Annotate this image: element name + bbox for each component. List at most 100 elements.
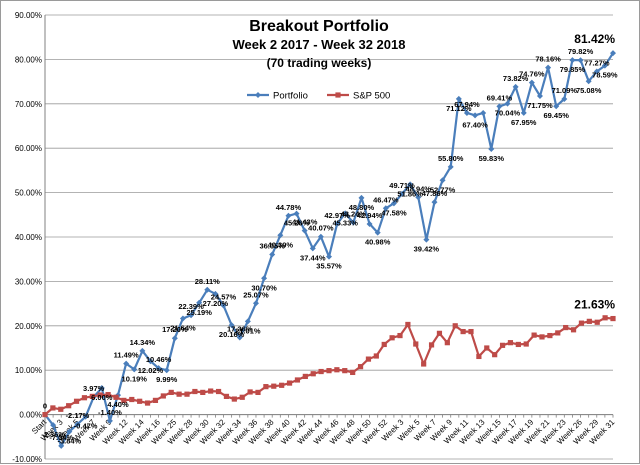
sp500-point — [610, 315, 616, 322]
portfolio-point — [463, 109, 470, 116]
portfolio-data-label: 71.12% — [446, 104, 472, 113]
sp500-end-label: 21.63% — [574, 298, 615, 312]
data-labels: 81.42% 21.63% 0 -2.36%-7.04%-3.84% -2.17% -0.… — [41, 32, 618, 446]
y-tick-label: 80.00% — [15, 55, 42, 64]
portfolio-point — [74, 421, 81, 428]
portfolio-point — [50, 422, 57, 429]
portfolio-point — [423, 236, 430, 243]
sp500-point — [389, 335, 395, 341]
portfolio-data-label: 20.16% — [219, 330, 245, 339]
sp500-point — [397, 332, 403, 339]
sp500-point — [168, 389, 174, 395]
portfolio-point — [610, 50, 616, 57]
y-tick-label: 0.00% — [19, 411, 42, 420]
portfolio-data-label: 30.70% — [251, 283, 277, 292]
portfolio-point — [545, 64, 552, 71]
portfolio-data-label: 70.04% — [495, 109, 521, 118]
portfolio-data-label: 37.44% — [300, 253, 326, 262]
legend-sp500-marker — [335, 92, 341, 98]
sp500-point — [271, 383, 277, 389]
portfolio-point — [179, 315, 186, 322]
sp500-point — [200, 389, 206, 395]
y-tick-label: -10.00% — [12, 455, 42, 464]
portfolio-data-label: 6.00% — [91, 393, 113, 402]
portfolio-data-label: 36.05% — [259, 242, 285, 251]
sp500-point — [208, 388, 214, 394]
portfolio-point — [188, 312, 195, 319]
portfolio-point — [390, 200, 397, 207]
portfolio-data-label: 17.20% — [162, 325, 188, 334]
sp500-point — [413, 341, 419, 347]
portfolio-point — [520, 109, 527, 116]
portfolio-data-label: 45.33% — [333, 218, 359, 227]
portfolio-data-label: -2.36% — [41, 430, 65, 439]
sp500-point — [578, 320, 585, 326]
y-tick-label: 90.00% — [15, 11, 42, 20]
sp500-point — [484, 345, 490, 351]
legend-portfolio-marker — [255, 92, 261, 98]
portfolio-point — [106, 417, 113, 424]
y-tick-label: 70.00% — [15, 100, 42, 109]
portfolio-point — [496, 103, 503, 110]
portfolio-data-label: 78.59% — [592, 71, 618, 80]
portfolio-data-label: 47.58% — [381, 208, 407, 217]
portfolio-point — [472, 112, 479, 119]
portfolio-point — [593, 68, 600, 75]
sp500-point — [239, 394, 245, 400]
portfolio-data-label: 40.98% — [365, 238, 391, 247]
portfolio-point — [326, 253, 332, 260]
sp500-point — [129, 396, 135, 403]
portfolio-point — [366, 220, 373, 227]
sp500-point — [73, 398, 80, 404]
sp500-point — [176, 391, 182, 397]
y-tick-label: 60.00% — [15, 144, 42, 153]
portfolio-data-label: 27.20% — [203, 299, 229, 308]
sp500-point — [586, 318, 592, 324]
sp500-point — [152, 397, 159, 403]
sp500-point — [421, 361, 427, 367]
portfolio-data-label: 69.41% — [487, 93, 513, 102]
portfolio-data-label: 49.71% — [389, 181, 415, 190]
portfolio-data-label: 12.02% — [138, 366, 164, 375]
portfolio-point — [171, 335, 178, 342]
portfolio-point — [374, 229, 381, 236]
title-line: Breakout Portfolio — [249, 18, 389, 35]
portfolio-point — [131, 366, 138, 373]
portfolio-point — [561, 95, 568, 102]
portfolio-data-label: 10.19% — [122, 374, 148, 383]
portfolio-data-label: 3.97% — [83, 384, 105, 393]
legend-sp500-label: S&P 500 — [353, 91, 390, 102]
y-tick-label: 40.00% — [15, 233, 42, 242]
portfolio-point — [399, 190, 406, 197]
portfolio-point — [123, 360, 130, 367]
portfolio-data-label: 25.19% — [186, 308, 212, 317]
sp500-point — [42, 412, 48, 418]
sp500-point — [570, 327, 577, 333]
sp500-point — [66, 403, 72, 409]
portfolio-data-label: 46.47% — [373, 195, 399, 204]
portfolio-line — [44, 52, 614, 447]
portfolio-data-label: 11.49% — [114, 351, 139, 360]
sp500-point — [302, 373, 308, 380]
portfolio-data-label: 59.83% — [479, 154, 505, 163]
portfolio-data-label: 40.07% — [308, 224, 334, 233]
portfolio-point — [488, 145, 495, 152]
portfolio-data-label: 71.09% — [552, 86, 578, 95]
portfolio-point — [350, 219, 357, 226]
portfolio-data-label: 10.46% — [146, 355, 172, 364]
portfolio-point — [269, 251, 276, 258]
sp500-point — [357, 364, 364, 370]
series-lines — [42, 50, 616, 449]
sp500-point — [105, 392, 111, 398]
portfolio-point — [512, 83, 519, 90]
y-tick-label: 10.00% — [15, 366, 42, 375]
portfolio-data-label: -0.47% — [74, 422, 98, 431]
sp500-point — [334, 367, 340, 373]
sp500-point — [310, 371, 316, 377]
portfolio-data-label: 17.36% — [227, 325, 253, 334]
title-line: (70 trading weeks) — [267, 56, 372, 70]
sp500-point — [231, 396, 237, 402]
portfolio-data-label: 79.82% — [568, 47, 594, 56]
legend: Portfolio S&P 500 — [247, 91, 390, 102]
portfolio-point — [317, 233, 324, 240]
